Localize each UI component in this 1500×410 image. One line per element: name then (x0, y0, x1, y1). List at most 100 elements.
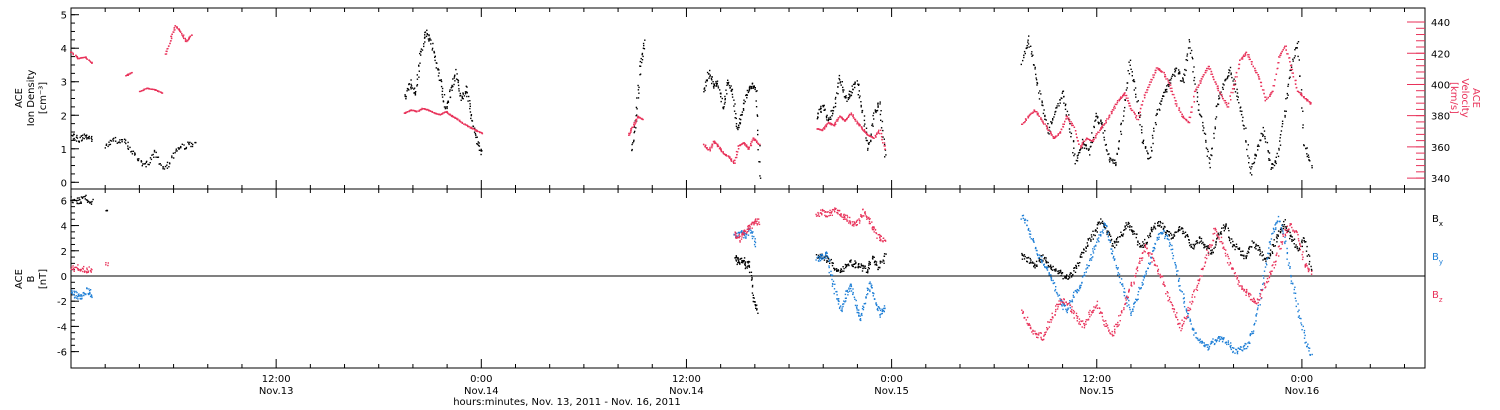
data-point (1064, 108, 1067, 110)
data-point (1227, 255, 1229, 258)
data-point (1228, 239, 1231, 242)
data-point (90, 137, 92, 139)
data-point (1258, 78, 1261, 80)
data-point (1230, 91, 1232, 94)
data-point (1210, 253, 1213, 255)
data-point (748, 260, 750, 263)
data-point (881, 261, 883, 263)
data-point (469, 127, 471, 129)
data-point (1196, 242, 1198, 245)
data-point (1132, 79, 1134, 82)
data-point (1056, 308, 1059, 310)
data-point (1126, 295, 1128, 297)
data-point (1231, 238, 1233, 240)
data-point (1032, 330, 1034, 332)
data-point (74, 296, 76, 298)
data-point (730, 159, 732, 161)
data-point (1267, 151, 1270, 153)
data-point (860, 264, 863, 267)
data-point (1166, 291, 1168, 293)
data-point (1085, 247, 1087, 249)
data-point (404, 112, 406, 114)
data-point (1294, 292, 1297, 294)
data-point (1219, 91, 1221, 93)
data-point (170, 37, 173, 40)
data-point (1170, 90, 1172, 92)
data-point (1039, 261, 1042, 263)
data-point (1098, 234, 1100, 236)
data-point (1201, 342, 1203, 344)
data-point (87, 271, 89, 273)
data-point (1153, 227, 1155, 229)
data-point (1040, 118, 1042, 121)
data-point (1072, 140, 1075, 143)
data-point (1310, 265, 1312, 268)
data-point (423, 108, 426, 110)
data-point (131, 150, 133, 153)
data-point (1287, 83, 1290, 86)
data-point (1123, 110, 1125, 112)
data-point (1092, 250, 1094, 252)
data-point (1096, 307, 1099, 309)
data-point (876, 109, 879, 112)
data-point (1139, 111, 1141, 113)
data-point (1174, 100, 1176, 102)
data-point (1184, 317, 1186, 319)
data-point (1098, 312, 1101, 314)
data-point (1060, 271, 1062, 273)
data-point (1218, 238, 1220, 240)
data-point (1245, 343, 1247, 345)
data-point (745, 234, 748, 236)
data-point (635, 106, 638, 109)
data-point (1160, 232, 1162, 234)
data-point (873, 137, 875, 139)
data-point (437, 75, 440, 77)
data-point (1093, 309, 1095, 311)
data-point (1090, 314, 1092, 316)
data-point (1274, 161, 1276, 163)
data-point (1124, 106, 1126, 109)
data-point (846, 220, 849, 222)
data-point (835, 120, 837, 122)
data-point (1105, 225, 1108, 227)
data-point (857, 83, 859, 85)
data-point (1034, 267, 1036, 269)
data-point (1211, 154, 1213, 157)
data-point (178, 147, 180, 149)
data-point (1175, 316, 1177, 318)
data-point (1243, 125, 1245, 127)
data-point (1183, 306, 1186, 308)
data-point (704, 146, 706, 148)
data-point (850, 261, 852, 263)
data-point (874, 109, 876, 111)
data-point (866, 294, 868, 296)
data-point (1098, 122, 1100, 124)
data-point (1193, 95, 1195, 98)
data-point (1259, 292, 1261, 295)
data-point (1264, 258, 1267, 260)
data-point (1102, 229, 1104, 231)
data-point (717, 87, 720, 89)
data-point (1080, 148, 1082, 150)
data-point (1268, 241, 1271, 243)
data-point (1224, 100, 1227, 102)
data-point (863, 215, 865, 217)
data-point (1169, 243, 1172, 246)
data-point (880, 127, 883, 129)
data-point (743, 257, 746, 259)
data-point (1259, 248, 1261, 251)
data-point (1104, 123, 1106, 125)
data-point (1029, 324, 1031, 326)
data-point (821, 258, 823, 261)
data-point (759, 145, 761, 147)
data-point (1203, 246, 1206, 248)
data-point (869, 135, 871, 137)
data-point (72, 134, 74, 137)
data-point (1181, 291, 1183, 293)
data-point (1302, 96, 1305, 98)
data-point (1059, 99, 1061, 101)
data-point (164, 53, 167, 55)
data-point (1047, 266, 1049, 269)
data-point (470, 126, 472, 129)
data-point (1144, 246, 1147, 248)
